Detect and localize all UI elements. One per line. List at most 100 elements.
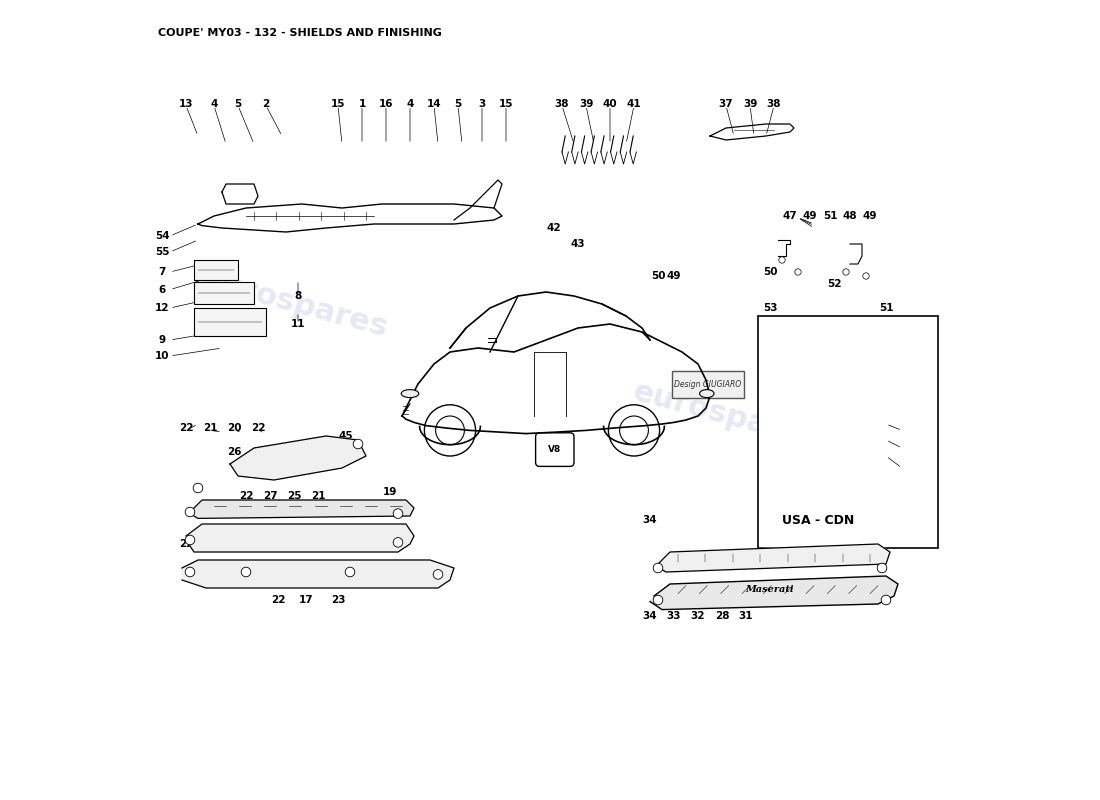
Text: eurospares: eurospares	[197, 265, 390, 343]
Text: eurospares: eurospares	[629, 377, 823, 455]
Text: 33: 33	[667, 611, 681, 621]
Text: 19: 19	[383, 487, 397, 497]
Text: 38: 38	[554, 99, 570, 109]
Circle shape	[194, 483, 202, 493]
Text: 3: 3	[478, 99, 485, 109]
Circle shape	[433, 570, 443, 579]
Text: 5: 5	[234, 99, 242, 109]
Text: 54: 54	[155, 231, 169, 241]
Text: 51: 51	[879, 303, 893, 313]
Circle shape	[185, 535, 195, 545]
Circle shape	[241, 567, 251, 577]
Text: 49: 49	[667, 271, 681, 281]
Text: 4: 4	[210, 99, 218, 109]
Text: 44: 44	[547, 435, 561, 445]
Circle shape	[653, 563, 663, 573]
Text: 27: 27	[263, 491, 277, 501]
Text: 30: 30	[894, 463, 910, 473]
Text: 46: 46	[339, 447, 353, 457]
Text: 28: 28	[715, 611, 729, 621]
Circle shape	[185, 567, 195, 577]
Text: 39: 39	[579, 99, 593, 109]
Text: 15: 15	[331, 99, 345, 109]
Text: 52: 52	[827, 279, 842, 289]
Circle shape	[779, 257, 785, 263]
Circle shape	[795, 269, 801, 275]
Text: 22: 22	[178, 539, 194, 549]
Text: Design GIUGIARO: Design GIUGIARO	[674, 380, 741, 390]
Text: 15: 15	[498, 99, 514, 109]
Text: 6: 6	[158, 285, 166, 294]
Text: 41: 41	[627, 99, 641, 109]
Text: 52: 52	[879, 319, 893, 329]
Text: 16: 16	[378, 99, 394, 109]
Text: 22: 22	[239, 491, 253, 501]
Text: 24: 24	[214, 539, 229, 549]
Polygon shape	[657, 544, 890, 572]
Polygon shape	[190, 500, 414, 518]
Circle shape	[393, 538, 403, 547]
Text: 29: 29	[894, 423, 910, 433]
Text: 49: 49	[803, 211, 817, 221]
Text: 34: 34	[642, 611, 658, 621]
Bar	[194, 282, 254, 304]
Text: 39: 39	[742, 99, 757, 109]
Text: 38: 38	[767, 99, 781, 109]
Text: 21: 21	[310, 491, 326, 501]
Text: 55: 55	[155, 247, 169, 257]
Text: 37: 37	[718, 99, 734, 109]
Circle shape	[877, 563, 887, 573]
Text: 4: 4	[406, 99, 414, 109]
Text: 53: 53	[762, 303, 778, 313]
Text: 22: 22	[178, 423, 194, 433]
Text: 32: 32	[691, 611, 705, 621]
Text: 12: 12	[155, 303, 169, 313]
Text: COUPE' MY03 - 132 - SHIELDS AND FINISHING: COUPE' MY03 - 132 - SHIELDS AND FINISHIN…	[158, 28, 442, 38]
Text: 14: 14	[427, 99, 441, 109]
Text: 9: 9	[158, 335, 166, 345]
Circle shape	[862, 273, 869, 279]
Text: 20: 20	[227, 423, 241, 433]
Text: 21: 21	[202, 423, 218, 433]
Text: 1: 1	[359, 99, 365, 109]
Circle shape	[185, 507, 195, 517]
Text: 50: 50	[879, 335, 893, 345]
Ellipse shape	[402, 390, 419, 398]
Text: 26: 26	[227, 447, 241, 457]
Polygon shape	[230, 436, 366, 480]
Polygon shape	[650, 576, 898, 610]
Circle shape	[345, 567, 355, 577]
Polygon shape	[182, 560, 454, 588]
Text: 49: 49	[862, 211, 878, 221]
Circle shape	[353, 439, 363, 449]
Text: 47: 47	[782, 211, 797, 221]
Text: 31: 31	[739, 611, 754, 621]
FancyBboxPatch shape	[536, 433, 574, 466]
Circle shape	[843, 269, 849, 275]
Text: 11: 11	[290, 319, 306, 329]
Text: V8: V8	[548, 445, 561, 454]
Text: 23: 23	[331, 595, 345, 605]
Text: Maserati: Maserati	[746, 585, 794, 594]
Circle shape	[393, 509, 403, 518]
Text: 10: 10	[155, 351, 169, 361]
Ellipse shape	[700, 390, 714, 398]
Text: USA - CDN: USA - CDN	[782, 514, 854, 526]
Text: 13: 13	[178, 99, 194, 109]
Text: 7: 7	[158, 267, 166, 277]
Circle shape	[881, 595, 891, 605]
Text: 8: 8	[295, 291, 301, 301]
Text: 45: 45	[339, 431, 353, 441]
FancyBboxPatch shape	[672, 371, 745, 398]
Text: 43: 43	[571, 239, 585, 249]
Text: 48: 48	[843, 211, 857, 221]
Text: 36: 36	[698, 379, 713, 389]
Text: 51: 51	[823, 211, 837, 221]
Circle shape	[653, 595, 663, 605]
Text: 34: 34	[642, 515, 658, 525]
Text: 5: 5	[454, 99, 462, 109]
Text: 25: 25	[287, 491, 301, 501]
Text: 40: 40	[603, 99, 617, 109]
Text: 42: 42	[547, 223, 561, 233]
Bar	[194, 260, 238, 280]
